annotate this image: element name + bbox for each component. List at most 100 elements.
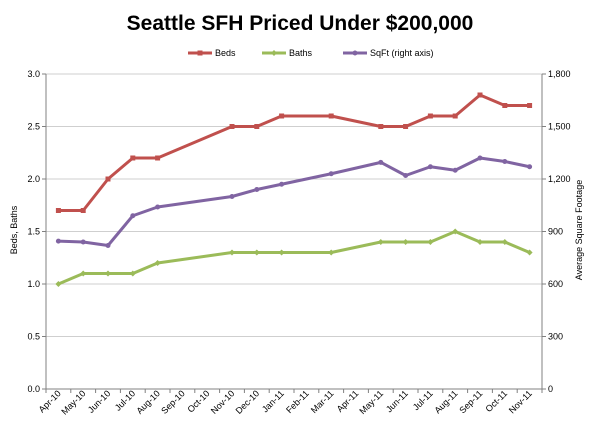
data-point-baths xyxy=(427,239,434,245)
x-tick-label: Oct-10 xyxy=(185,388,211,414)
gridlines xyxy=(46,73,542,337)
series-line-baths xyxy=(57,230,531,286)
left-axis-ticks: 0.0 0.5 1.0 1.5 2.0 2.5 3.0 xyxy=(27,69,46,394)
data-point-beds xyxy=(403,124,409,129)
legend-marker-baths xyxy=(271,50,277,56)
data-point-beds xyxy=(130,155,136,161)
left-tick-label: 2.5 xyxy=(27,122,40,132)
right-tick-label: 600 xyxy=(548,279,563,289)
data-point-sqft-right-axis xyxy=(155,204,161,210)
left-tick-label: 3.0 xyxy=(27,69,40,79)
data-point-sqft-right-axis xyxy=(130,213,136,219)
x-tick-label: Nov-11 xyxy=(507,388,534,415)
data-point-baths xyxy=(278,249,285,256)
series-line-sqft-right-axis xyxy=(58,156,530,247)
x-tick-label: Aug-10 xyxy=(134,388,162,416)
data-point-sqft-right-axis xyxy=(527,164,533,170)
data-point-sqft-right-axis xyxy=(229,194,235,199)
data-point-baths xyxy=(80,270,87,277)
data-point-baths xyxy=(253,249,260,256)
data-point-sqft-right-axis xyxy=(477,155,483,161)
data-point-sqft-right-axis xyxy=(403,173,409,178)
data-point-sqft-right-axis xyxy=(80,239,86,245)
data-point-beds xyxy=(105,176,111,182)
right-axis-ticks: 0 300 600 900 1,200 1,500 1,800 xyxy=(542,69,571,394)
data-point-beds xyxy=(279,113,285,119)
data-point-sqft-right-axis xyxy=(427,164,433,170)
x-tick-label: Apr-11 xyxy=(335,388,361,414)
data-point-baths xyxy=(501,239,508,245)
data-point-beds xyxy=(80,208,86,213)
data-point-sqft-right-axis xyxy=(502,159,508,164)
data-point-baths xyxy=(452,228,459,235)
data-point-sqft-right-axis xyxy=(279,181,285,187)
x-tick-label: Jan-11 xyxy=(260,388,286,414)
data-point-baths xyxy=(328,249,335,256)
left-tick-label: 0.5 xyxy=(27,332,40,342)
right-tick-label: 1,500 xyxy=(548,122,571,132)
legend-label-sqft-right-axis: SqFt (right axis) xyxy=(370,48,434,58)
data-point-beds xyxy=(229,124,235,129)
data-point-baths xyxy=(105,270,111,277)
x-tick-label: May-11 xyxy=(357,388,385,416)
x-tick-label: Dec-10 xyxy=(234,388,262,416)
legend-marker-beds xyxy=(197,50,203,56)
x-tick-label: Feb-11 xyxy=(284,388,311,415)
data-point-beds xyxy=(55,208,61,213)
left-tick-label: 1.0 xyxy=(27,279,40,289)
right-tick-label: 900 xyxy=(548,227,563,237)
right-tick-label: 0 xyxy=(548,384,553,394)
data-point-sqft-right-axis xyxy=(55,238,61,244)
data-point-baths xyxy=(477,239,483,245)
data-point-beds xyxy=(378,124,384,129)
data-point-baths xyxy=(154,260,161,266)
data-point-baths xyxy=(526,249,533,256)
x-tick-label: Sep-10 xyxy=(159,388,187,416)
left-axis-title: Beds, Baths xyxy=(9,205,19,254)
right-axis-title: Average Square Footage xyxy=(574,180,584,280)
data-point-sqft-right-axis xyxy=(254,187,260,192)
left-tick-label: 0.0 xyxy=(27,384,40,394)
data-point-sqft-right-axis xyxy=(105,243,111,248)
data-point-beds xyxy=(155,155,161,161)
data-point-beds xyxy=(427,113,433,119)
legend-label-baths: Baths xyxy=(289,48,313,58)
legend-marker-sqft-right-axis xyxy=(352,50,358,56)
data-point-baths xyxy=(402,239,409,245)
x-tick-label: Sep-11 xyxy=(457,388,484,415)
x-tick-label: Jul-11 xyxy=(411,388,435,412)
data-point-beds xyxy=(502,103,508,108)
x-tick-label: May-10 xyxy=(59,388,87,416)
series-line-beds xyxy=(58,93,530,212)
left-tick-label: 1.5 xyxy=(27,227,40,237)
x-tick-label: Oct-11 xyxy=(484,388,510,414)
x-tick-label: Apr-10 xyxy=(37,388,63,414)
data-point-beds xyxy=(328,113,334,119)
x-tick-label: Jun-11 xyxy=(384,388,410,414)
data-point-baths xyxy=(229,249,235,256)
x-tick-label: Jun-10 xyxy=(86,388,113,415)
x-tick-label: Aug-11 xyxy=(432,388,459,415)
left-tick-label: 2.0 xyxy=(27,174,40,184)
x-tick-label: Mar-11 xyxy=(309,388,336,415)
data-point-beds xyxy=(452,113,458,119)
data-point-sqft-right-axis xyxy=(452,167,458,173)
x-tick-label: Nov-10 xyxy=(209,388,237,416)
legend-label-beds: Beds xyxy=(215,48,236,58)
data-point-beds xyxy=(477,92,483,98)
right-tick-label: 300 xyxy=(548,332,563,342)
data-point-beds xyxy=(527,103,533,108)
right-tick-label: 1,800 xyxy=(548,69,571,79)
data-point-baths xyxy=(55,281,62,287)
data-point-baths xyxy=(377,239,384,245)
data-point-beds xyxy=(254,124,260,129)
series-group xyxy=(55,92,533,287)
legend: Beds Baths SqFt (right axis) xyxy=(188,48,434,58)
data-point-sqft-right-axis xyxy=(378,159,384,165)
right-tick-label: 1,200 xyxy=(548,174,571,184)
data-point-sqft-right-axis xyxy=(328,171,334,177)
chart-title: Seattle SFH Priced Under $200,000 xyxy=(127,12,474,35)
data-point-baths xyxy=(129,270,136,277)
